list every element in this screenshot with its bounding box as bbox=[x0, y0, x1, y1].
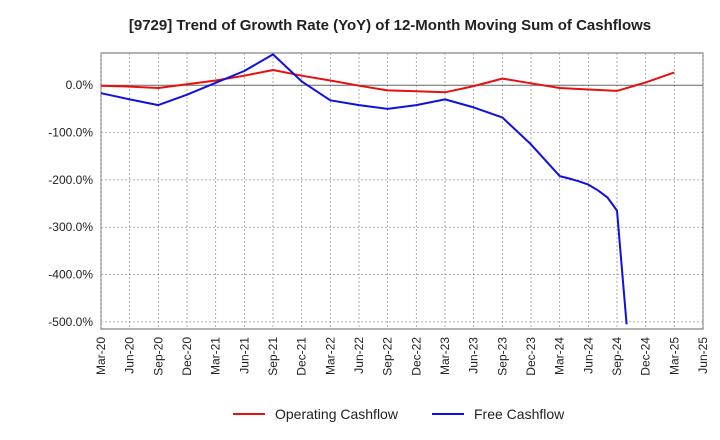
x-tick-label: Jun-22 bbox=[352, 337, 366, 374]
free-cashflow-legend-label: Free Cashflow bbox=[474, 406, 565, 422]
chart-title: [9729] Trend of Growth Rate (YoY) of 12-… bbox=[129, 17, 651, 34]
x-tick-label: Sep-22 bbox=[381, 337, 395, 376]
x-tick-label: Mar-23 bbox=[438, 337, 452, 375]
plot-area bbox=[100, 52, 704, 330]
x-tick-label: Mar-24 bbox=[553, 337, 567, 375]
x-tick-label: Dec-24 bbox=[639, 337, 653, 376]
y-tick-label: -500.0% bbox=[48, 315, 93, 329]
x-tick-label: Mar-21 bbox=[209, 337, 223, 375]
x-tick-label: Sep-23 bbox=[495, 337, 509, 376]
x-tick-label: Jun-25 bbox=[696, 337, 710, 374]
x-tick-label: Sep-21 bbox=[266, 337, 280, 376]
x-tick-label: Sep-24 bbox=[610, 337, 624, 376]
operating-cashflow-legend-label: Operating Cashflow bbox=[275, 406, 399, 422]
y-tick-label: -300.0% bbox=[48, 220, 93, 234]
x-tick-label: Dec-22 bbox=[409, 337, 423, 376]
free-cashflow-line bbox=[100, 53, 628, 325]
x-tick-label: Mar-25 bbox=[667, 337, 681, 375]
operating-cashflow-line bbox=[100, 69, 675, 94]
x-tick-label: Dec-20 bbox=[180, 337, 194, 376]
x-tick-label: Mar-20 bbox=[94, 337, 108, 375]
axis-labels: Mar-20 Jun-20 Sep-20 Dec-20 Mar-21 Jun-21 Sep-… bbox=[48, 78, 710, 376]
y-tick-label: -100.0% bbox=[48, 126, 93, 140]
y-tick-label: -200.0% bbox=[48, 173, 93, 187]
x-tick-label: Mar-22 bbox=[323, 337, 337, 375]
x-tick-label: Jun-23 bbox=[467, 337, 481, 374]
x-tick-label: Jun-21 bbox=[237, 337, 251, 374]
x-tick-label: Dec-21 bbox=[295, 337, 309, 376]
grid-lines bbox=[100, 53, 704, 329]
legend: Operating Cashflow Free Cashflow bbox=[233, 406, 565, 422]
x-tick-label: Jun-20 bbox=[123, 337, 137, 374]
y-tick-label: -400.0% bbox=[48, 268, 93, 282]
x-tick-label: Jun-24 bbox=[581, 337, 595, 374]
series-lines bbox=[100, 53, 675, 325]
x-tick-label: Sep-20 bbox=[151, 337, 165, 376]
x-tick-label: Dec-23 bbox=[524, 337, 538, 376]
y-tick-label: 0.0% bbox=[66, 78, 94, 92]
